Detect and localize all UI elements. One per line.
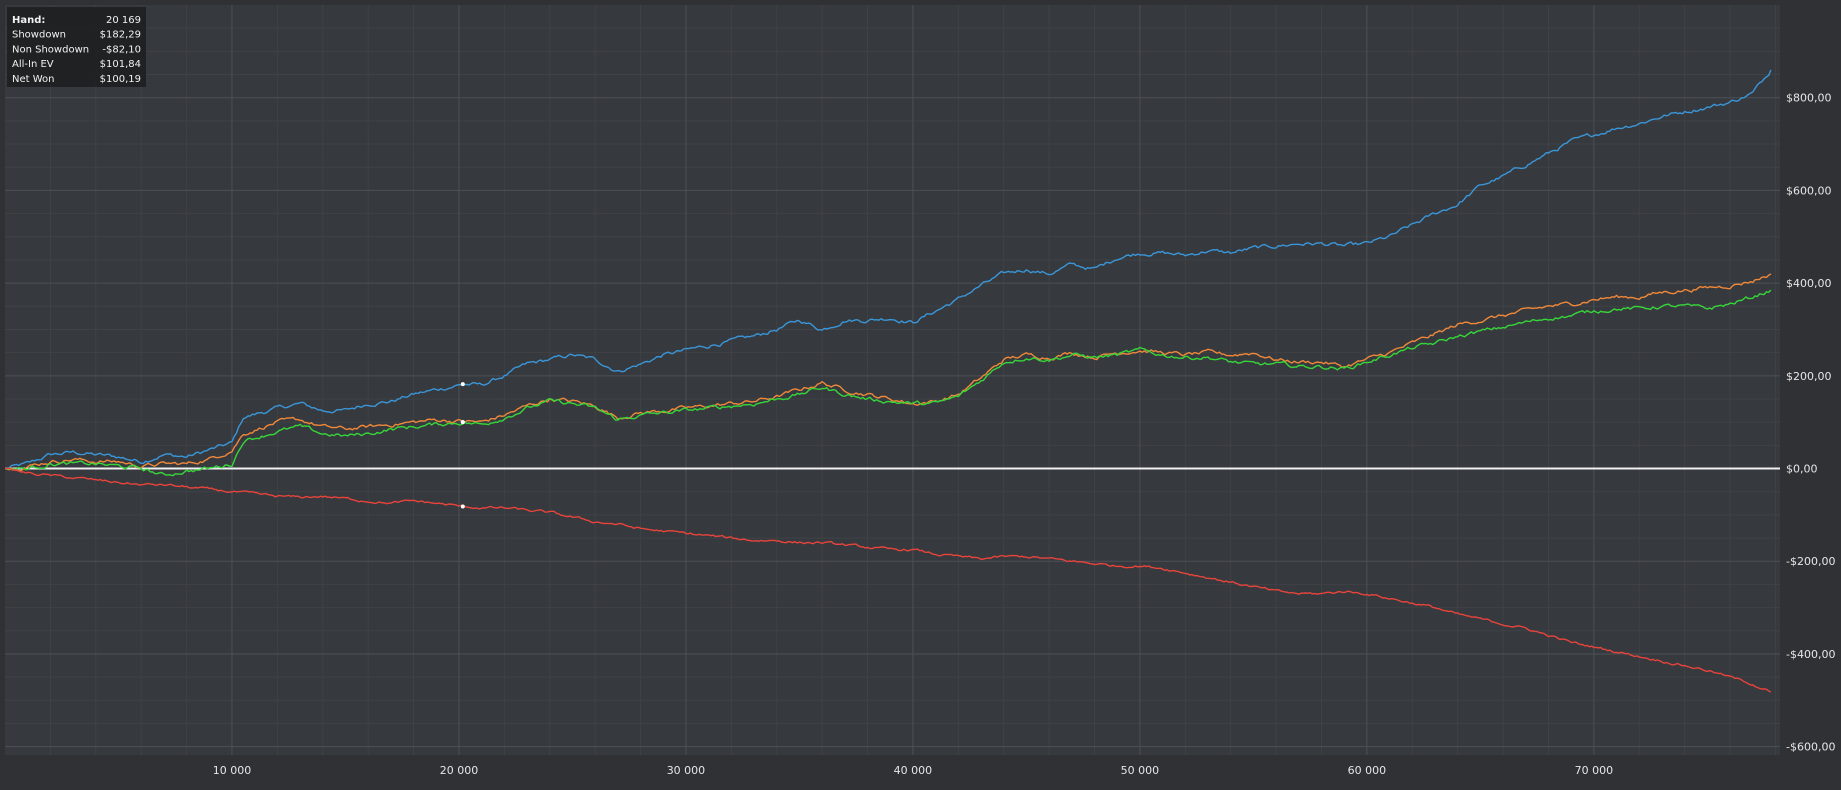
y-tick-label: $800,00 (1786, 92, 1832, 105)
y-tick-label: -$400,00 (1786, 648, 1835, 661)
x-tick-label: 40 000 (894, 764, 933, 777)
y-tick-label: -$200,00 (1786, 555, 1835, 568)
series-line-3 (4, 289, 1772, 477)
tooltip-value: -$82,10 (102, 44, 141, 55)
x-tick-label: 20 000 (440, 764, 479, 777)
x-tick-label: 30 000 (667, 764, 706, 777)
tooltip-background (7, 7, 146, 87)
tooltip-value: $101,84 (100, 59, 141, 70)
grid-major (5, 5, 1780, 755)
cursor-point (460, 504, 465, 509)
series-line-1 (4, 69, 1772, 470)
x-axis: 10 000 20 000 30 000 40 000 50 000 60 000 70 0… (213, 764, 1613, 777)
x-tick-label: 10 000 (213, 764, 252, 777)
y-tick-label: -$600,00 (1786, 741, 1835, 754)
tooltip-label: Net Won (12, 74, 55, 85)
y-tick-label: $200,00 (1786, 370, 1832, 383)
tooltip-label: All-In EV (12, 59, 54, 70)
x-tick-label: 60 000 (1348, 764, 1387, 777)
grid-minor (5, 5, 1780, 755)
cursor-layer (460, 382, 465, 509)
tooltip-value: 20 169 (106, 15, 141, 26)
series-layer (4, 69, 1772, 693)
y-tick-label: $600,00 (1786, 184, 1832, 197)
tooltip-value: $182,29 (100, 30, 141, 41)
hover-tooltip: Hand: 20 169 Showdown $182,29 Non Showdown -$… (7, 7, 146, 87)
tooltip-label: Hand: (12, 15, 45, 26)
cursor-point (460, 420, 465, 425)
y-tick-label: $400,00 (1786, 277, 1832, 290)
plot-background (5, 5, 1780, 755)
y-tick-label: $0,00 (1786, 463, 1818, 476)
y-axis: $800,00 $600,00 $400,00 $200,00 $0,00 -$200,0… (1786, 92, 1835, 754)
x-tick-label: 50 000 (1121, 764, 1160, 777)
tooltip-value: $100,19 (100, 74, 141, 85)
tooltip-label: Showdown (12, 30, 66, 41)
series-line-2 (4, 273, 1772, 472)
cursor-point (460, 382, 465, 387)
tooltip-label: Non Showdown (12, 44, 89, 55)
series-line-4 (4, 467, 1772, 693)
x-tick-label: 70 000 (1575, 764, 1614, 777)
